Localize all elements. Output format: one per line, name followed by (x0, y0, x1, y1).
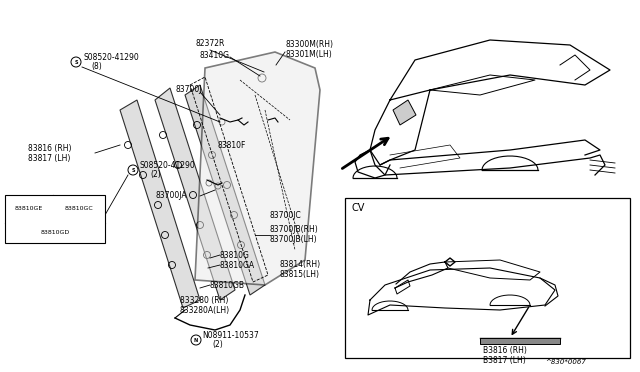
Text: 83810GB: 83810GB (210, 280, 245, 289)
Text: 82372R: 82372R (196, 39, 225, 48)
Text: B3817 (LH): B3817 (LH) (483, 356, 525, 365)
Text: 83700JC: 83700JC (270, 211, 301, 219)
Bar (480, 338, 560, 344)
Text: S08520-41290: S08520-41290 (140, 160, 196, 170)
Text: 83410G: 83410G (200, 51, 230, 60)
Polygon shape (120, 100, 200, 308)
Polygon shape (185, 85, 265, 295)
Text: (8): (8) (91, 62, 102, 71)
Text: 83810GD: 83810GD (40, 231, 70, 235)
Text: 83700JB(RH): 83700JB(RH) (270, 225, 319, 234)
Text: 83700JB(LH): 83700JB(LH) (270, 235, 317, 244)
Text: 83301M(LH): 83301M(LH) (285, 49, 332, 58)
Text: 83300M(RH): 83300M(RH) (285, 39, 333, 48)
Text: S: S (74, 60, 77, 64)
Text: 83810G: 83810G (220, 250, 250, 260)
Text: S08520-41290: S08520-41290 (83, 52, 139, 61)
Bar (345, 198, 630, 358)
Text: CV: CV (352, 203, 365, 213)
Text: S: S (131, 167, 135, 173)
Text: 83815(LH): 83815(LH) (280, 270, 320, 279)
Text: 83810F: 83810F (218, 141, 246, 150)
Text: B3816 (RH): B3816 (RH) (483, 346, 527, 355)
Text: 83816 (RH): 83816 (RH) (28, 144, 72, 153)
Text: 83810GA: 83810GA (220, 260, 255, 269)
Text: 83700J: 83700J (175, 86, 202, 94)
Text: N: N (194, 337, 198, 343)
Text: 83814(RH): 83814(RH) (280, 260, 321, 269)
Text: N08911-10537: N08911-10537 (202, 330, 259, 340)
Text: 833280 (RH): 833280 (RH) (180, 295, 228, 305)
Text: 83817 (LH): 83817 (LH) (28, 154, 70, 163)
Text: 83700JA: 83700JA (156, 190, 188, 199)
Text: (2): (2) (150, 170, 161, 180)
Text: 833280A(LH): 833280A(LH) (180, 305, 230, 314)
Text: 83810GC: 83810GC (65, 206, 93, 212)
Text: (2): (2) (212, 340, 223, 350)
Text: ^830*0067: ^830*0067 (545, 359, 586, 365)
Polygon shape (195, 52, 320, 285)
Bar (5, 195, 105, 243)
Polygon shape (155, 88, 235, 300)
Polygon shape (393, 100, 416, 125)
Text: 83810GE: 83810GE (15, 206, 43, 212)
